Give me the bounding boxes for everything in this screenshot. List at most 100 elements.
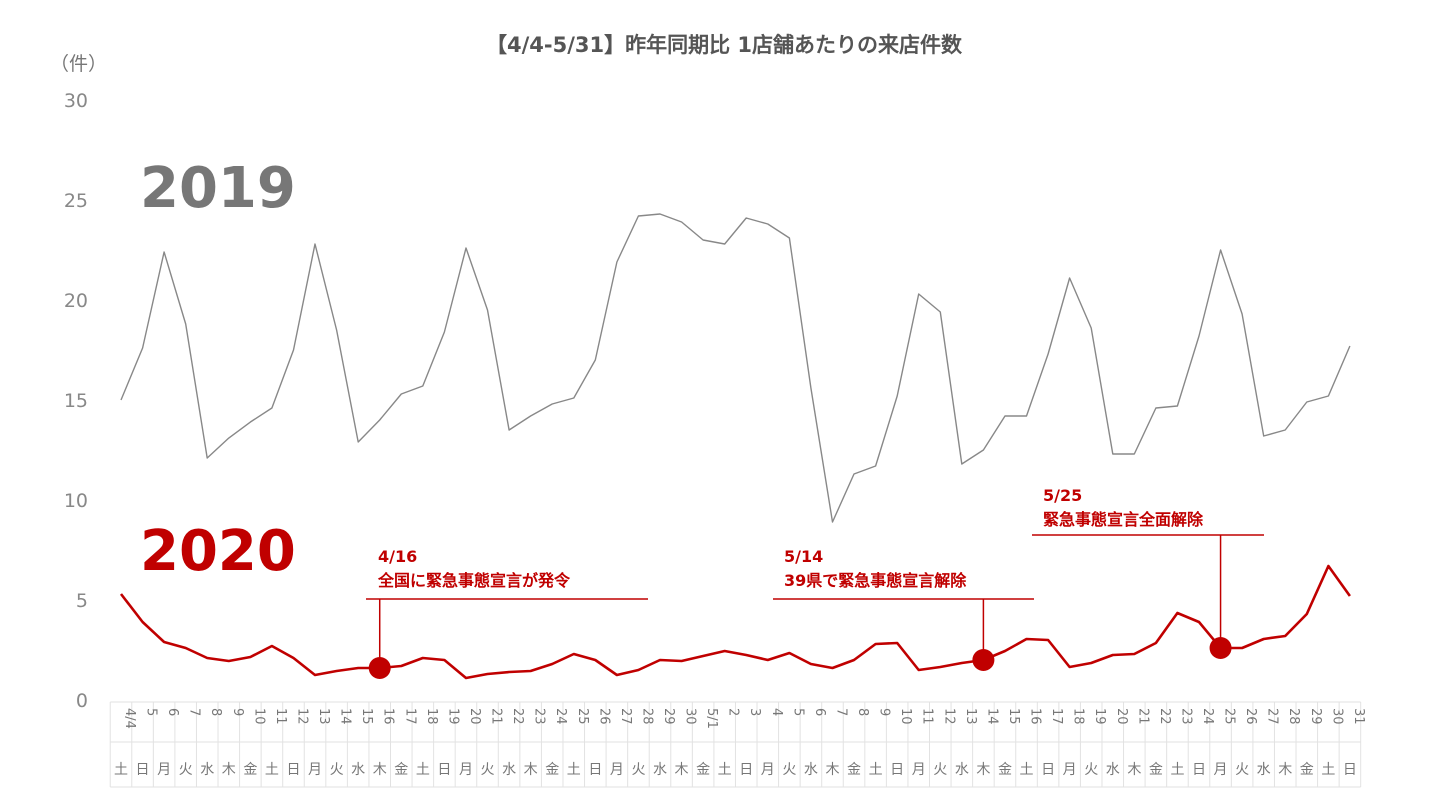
x-weekday-label: 木 (373, 762, 387, 778)
x-weekday-label: 木 (1278, 762, 1292, 778)
series-label-2020: 2020 (140, 519, 296, 584)
x-day-label: 15 (1006, 708, 1021, 725)
x-weekday-label: 日 (739, 762, 753, 778)
x-day-label: 9 (230, 708, 245, 716)
x-weekday-label: 土 (416, 762, 430, 778)
annotation-marker (368, 657, 391, 679)
x-weekday-label: 金 (1300, 762, 1314, 778)
x-day-label: 31 (1351, 708, 1366, 725)
x-day-label: 5 (144, 708, 159, 716)
x-day-label: 7 (833, 708, 848, 716)
x-weekday-label: 火 (1084, 762, 1098, 778)
y-tick-label: 10 (64, 490, 88, 512)
y-tick-label: 5 (76, 590, 88, 612)
x-day-label: 3 (747, 708, 762, 716)
x-weekday-label: 日 (1192, 762, 1206, 778)
x-weekday-label: 金 (394, 762, 408, 778)
x-weekday-label: 日 (1343, 762, 1357, 778)
series-line-2020 (119, 564, 1351, 680)
x-day-label: 29 (1308, 708, 1323, 725)
x-weekday-label: 土 (265, 762, 279, 778)
x-weekday-label: 月 (157, 762, 171, 778)
x-day-label: 9 (877, 708, 892, 716)
x-day-label: 10 (251, 708, 266, 725)
annotations: 4/16 全国に緊急事態宣言が発令 5/14 39県で緊急事態宣言解除 5/25 緊急事態… (366, 486, 1264, 679)
x-weekday-label: 水 (1257, 762, 1271, 778)
x-weekday-label: 土 (1321, 762, 1335, 778)
x-day-label: 21 (489, 708, 504, 725)
y-tick-label: 0 (76, 690, 88, 712)
x-weekday-label: 土 (114, 762, 128, 778)
x-day-label: 30 (683, 708, 698, 725)
y-tick-label: 15 (64, 390, 88, 412)
x-day-label: 21 (1135, 708, 1150, 725)
x-weekday-label: 土 (1020, 762, 1034, 778)
x-day-label: 12 (941, 708, 956, 725)
x-weekday-label: 水 (502, 762, 516, 778)
x-weekday-label: 火 (631, 762, 645, 778)
x-day-label: 16 (381, 708, 396, 725)
x-weekday-label: 木 (222, 762, 236, 778)
x-axis-table: 4/4 土 5 日 6 月 7 火 8 水 9 木 10 金 11 土 12 日 13 月 14 火 15 水 16 木 17 金 18… (109, 701, 1366, 788)
x-weekday-label: 木 (524, 762, 538, 778)
x-weekday-label: 金 (243, 762, 257, 778)
x-day-label: 16 (1028, 708, 1043, 725)
x-day-label: 26 (1243, 708, 1258, 725)
x-weekday-label: 水 (1106, 762, 1120, 778)
x-weekday-label: 水 (804, 762, 818, 778)
x-weekday-label: 月 (1063, 762, 1077, 778)
x-weekday-label: 金 (1149, 762, 1163, 778)
x-weekday-label: 火 (782, 762, 796, 778)
x-day-label: 15 (359, 708, 374, 725)
x-day-label: 6 (165, 708, 180, 716)
annotation-marker (972, 649, 995, 671)
annotation-text: 緊急事態宣言全面解除 (1043, 510, 1204, 529)
x-weekday-label: 日 (286, 762, 300, 778)
x-day-label: 22 (1157, 708, 1172, 725)
x-day-label: 20 (467, 708, 482, 725)
x-weekday-label: 日 (136, 762, 150, 778)
annotation-date: 5/25 (1043, 486, 1082, 505)
x-weekday-label: 木 (825, 762, 839, 778)
x-day-label: 14 (984, 708, 999, 725)
x-weekday-label: 月 (308, 762, 322, 778)
x-weekday-label: 火 (179, 762, 193, 778)
x-weekday-label: 金 (545, 762, 559, 778)
x-day-label: 23 (1178, 708, 1193, 725)
x-weekday-label: 月 (761, 762, 775, 778)
y-tick-label: 30 (64, 90, 88, 112)
x-day-label: 5 (790, 708, 805, 716)
x-weekday-label: 水 (200, 762, 214, 778)
x-weekday-label: 月 (1214, 762, 1228, 778)
x-weekday-label: 土 (869, 762, 883, 778)
x-weekday-label: 土 (718, 762, 732, 778)
chart-title: 【4/4-5/31】昨年同期比 1店舗あたりの来店件数 (486, 33, 963, 57)
x-day-label: 13 (316, 708, 331, 725)
y-axis-unit-label: （件） (50, 53, 107, 75)
x-weekday-label: 金 (696, 762, 710, 778)
x-weekday-label: 月 (459, 762, 473, 778)
x-day-label: 7 (187, 708, 202, 716)
x-weekday-label: 水 (955, 762, 969, 778)
x-day-label: 11 (273, 708, 288, 725)
x-weekday-label: 金 (847, 762, 861, 778)
x-day-label: 26 (596, 708, 611, 725)
x-weekday-label: 日 (1041, 762, 1055, 778)
x-day-label: 24 (1200, 708, 1215, 725)
x-day-label: 25 (1222, 708, 1237, 725)
series-label-2019: 2019 (140, 156, 296, 221)
x-day-label: 20 (1114, 708, 1129, 725)
x-day-label: 28 (639, 708, 654, 725)
annotation-text: 39県で緊急事態宣言解除 (784, 571, 967, 590)
x-day-label: 13 (963, 708, 978, 725)
x-day-label: 18 (1071, 708, 1086, 725)
annotation-date: 4/16 (378, 547, 417, 566)
x-weekday-label: 木 (675, 762, 689, 778)
x-day-label: 10 (898, 708, 913, 725)
x-weekday-label: 木 (1127, 762, 1141, 778)
x-day-label: 11 (920, 708, 935, 725)
x-weekday-label: 水 (351, 762, 365, 778)
x-day-label: 18 (424, 708, 439, 725)
x-weekday-label: 土 (1170, 762, 1184, 778)
